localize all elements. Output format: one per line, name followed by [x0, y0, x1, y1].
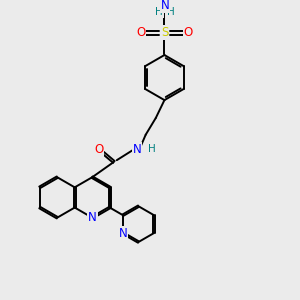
- Text: O: O: [184, 26, 193, 39]
- Text: O: O: [94, 143, 103, 156]
- Text: N: N: [118, 226, 127, 240]
- Text: H: H: [148, 144, 155, 154]
- Text: N: N: [160, 0, 169, 12]
- Text: N: N: [88, 211, 97, 224]
- Text: O: O: [136, 26, 146, 39]
- Text: S: S: [161, 26, 168, 39]
- Text: H: H: [167, 7, 175, 17]
- Text: H: H: [155, 7, 163, 17]
- Text: N: N: [133, 143, 141, 156]
